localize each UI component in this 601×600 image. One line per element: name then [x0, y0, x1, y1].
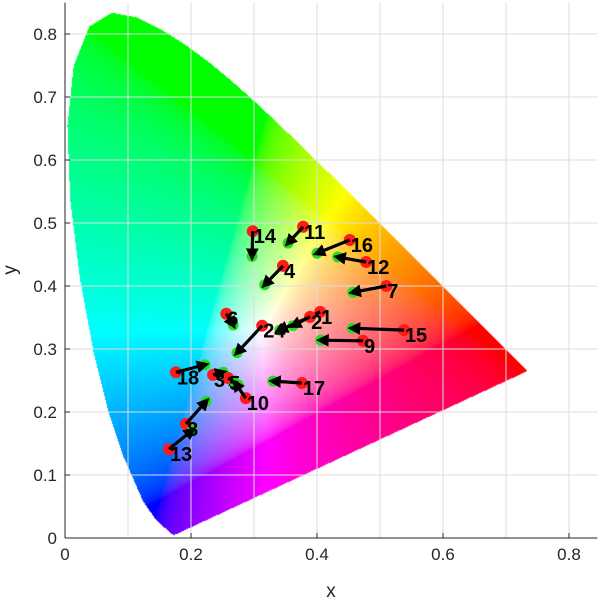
- point-label: 10: [247, 393, 269, 415]
- point-label: 3: [214, 370, 225, 392]
- point-label: 2: [311, 312, 322, 334]
- point-pair-17: [267, 375, 308, 390]
- x-tick-label: 0.8: [557, 545, 581, 564]
- point-label: 8: [187, 419, 198, 441]
- shift-arrow: [275, 315, 311, 333]
- shift-arrow: [333, 252, 367, 265]
- point-pair-9: [315, 333, 369, 347]
- point-label: 11: [304, 222, 325, 244]
- axes: 0 0.2 0.4 0.6 0.8 0 0.1 0.2 0.3 0.4 0.5 0.6 0.7 0.8: [33, 2, 598, 564]
- grid: [65, 2, 598, 539]
- y-axis-label: y: [0, 265, 21, 275]
- point-pair-12: [332, 251, 373, 269]
- y-tick-label: 0.5: [33, 214, 57, 233]
- point-pair-2: [274, 310, 317, 336]
- point-label: 12: [367, 257, 389, 279]
- shift-arrow: [261, 264, 285, 289]
- shift-arrow: [212, 368, 228, 381]
- point-label: 17: [303, 378, 325, 400]
- shift-arrow: [233, 324, 264, 357]
- x-axis-label: x: [326, 581, 336, 600]
- point-label: 14: [254, 226, 277, 248]
- shift-arrow: [184, 397, 210, 426]
- shift-arrow: [167, 427, 196, 451]
- shift-arrow: [315, 333, 364, 347]
- shift-arrow: [347, 322, 404, 335]
- point-pair-3: [207, 366, 229, 381]
- point-label: 13: [170, 444, 192, 466]
- y-tick-label: 0.6: [33, 151, 57, 170]
- point-pair-11: [282, 220, 310, 249]
- x-tick-label: 0.6: [431, 545, 455, 564]
- point-pair-16: [311, 234, 356, 259]
- y-tick-label: 0.1: [33, 466, 57, 485]
- x-tick-label: 0: [60, 545, 69, 564]
- point-label: 1: [321, 307, 332, 329]
- shift-arrow: [348, 284, 387, 298]
- y-tick-label: 0.2: [33, 403, 57, 422]
- point-label: 16: [351, 235, 373, 257]
- point-label: 7: [387, 281, 398, 303]
- point-label: 18: [177, 367, 199, 389]
- point-label: 6: [227, 309, 238, 331]
- point-pair-6: [220, 307, 239, 331]
- point-pair-7: [347, 280, 393, 298]
- watermark: 知乎 @slandarer: [478, 568, 590, 585]
- point-pair-13: [162, 424, 198, 456]
- point-pair-10: [229, 377, 252, 405]
- point-label: 24: [263, 321, 286, 343]
- x-tick-label: 0.4: [305, 545, 329, 564]
- point-pair-14: [245, 225, 259, 262]
- x-tick-label: 0.2: [179, 545, 203, 564]
- point-label: 4: [284, 261, 296, 283]
- shift-arrow: [245, 231, 259, 262]
- y-tick-label: 0: [48, 529, 57, 548]
- point-pair-18: [169, 359, 211, 379]
- point-pair-24: [231, 319, 269, 359]
- point-pair-15: [346, 322, 410, 337]
- shift-arrow: [284, 225, 305, 247]
- y-tick-label: 0.7: [33, 88, 57, 107]
- point-label: 5: [229, 373, 240, 395]
- point-pair-4: [259, 259, 289, 291]
- shift-arrow: [232, 379, 248, 400]
- y-tick-label: 0.8: [33, 25, 57, 44]
- shift-arrow: [268, 375, 302, 389]
- point-label: 15: [405, 325, 427, 347]
- y-tick-label: 0.4: [33, 277, 57, 296]
- shift-arrow: [223, 312, 236, 330]
- point-label: 9: [364, 336, 375, 358]
- shift-arrow: [312, 238, 351, 257]
- y-tick-label: 0.3: [33, 340, 57, 359]
- shift-arrow: [175, 360, 210, 374]
